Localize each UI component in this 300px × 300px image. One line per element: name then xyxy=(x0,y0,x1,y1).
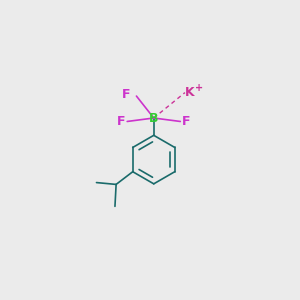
Text: F: F xyxy=(122,88,130,101)
Text: F: F xyxy=(182,115,191,128)
Text: B: B xyxy=(149,112,158,124)
Text: F: F xyxy=(117,115,125,128)
Text: K: K xyxy=(185,86,195,99)
Text: +: + xyxy=(195,83,203,93)
